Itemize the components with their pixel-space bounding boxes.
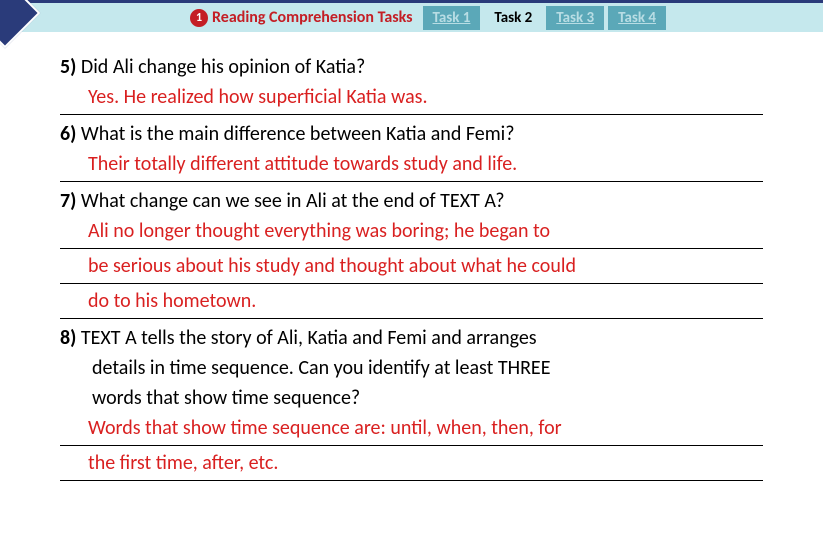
question-number: 8) <box>60 326 76 350</box>
qa-block-5: 5) Did Ali change his opinion of Katia? … <box>60 52 763 115</box>
answer-line: Words that show time sequence are: until… <box>60 413 763 446</box>
qa-block-7: 7) What change can we see in Ali at the … <box>60 186 763 319</box>
question-text: 7) What change can we see in Ali at the … <box>60 186 763 216</box>
question-number: 7) <box>60 189 76 213</box>
answer-line: Their totally different attitude towards… <box>60 149 763 182</box>
answer-line: do to his hometown. <box>60 286 763 319</box>
qa-block-6: 6) What is the main difference between K… <box>60 119 763 182</box>
answer-line: be serious about his study and thought a… <box>60 251 763 284</box>
question-number: 6) <box>60 122 76 146</box>
answer-line: Yes. He realized how superficial Katia w… <box>60 82 763 115</box>
question-text: 6) What is the main difference between K… <box>60 119 763 149</box>
answer-line: Ali no longer thought everything was bor… <box>60 216 763 249</box>
question-continuation: details in time sequence. Can you identi… <box>60 353 763 383</box>
question-text: 8) TEXT A tells the story of Ali, Katia … <box>60 323 763 353</box>
question-body: Did Ali change his opinion of Katia? <box>81 55 365 79</box>
question-continuation: words that show time sequence? <box>60 383 763 413</box>
section-number-badge: 1 <box>190 9 208 27</box>
question-number: 5) <box>60 55 76 79</box>
content-area: 5) Did Ali change his opinion of Katia? … <box>0 32 823 481</box>
tab-task-3[interactable]: Task 3 <box>546 6 604 30</box>
question-body: TEXT A tells the story of Ali, Katia and… <box>81 326 537 350</box>
question-body: What is the main difference between Kati… <box>81 122 515 146</box>
question-text: 5) Did Ali change his opinion of Katia? <box>60 52 763 82</box>
qa-block-8: 8) TEXT A tells the story of Ali, Katia … <box>60 323 763 481</box>
tab-task-2[interactable]: Task 2 <box>484 6 542 30</box>
answer-line: the first time, after, etc. <box>60 448 763 481</box>
question-body: What change can we see in Ali at the end… <box>81 189 505 213</box>
header-title: Reading Comprehension Tasks <box>212 8 413 27</box>
header-bar: 1 Reading Comprehension Tasks Task 1 Tas… <box>0 0 823 32</box>
tab-task-4[interactable]: Task 4 <box>608 6 666 30</box>
tab-task-1[interactable]: Task 1 <box>423 6 481 30</box>
